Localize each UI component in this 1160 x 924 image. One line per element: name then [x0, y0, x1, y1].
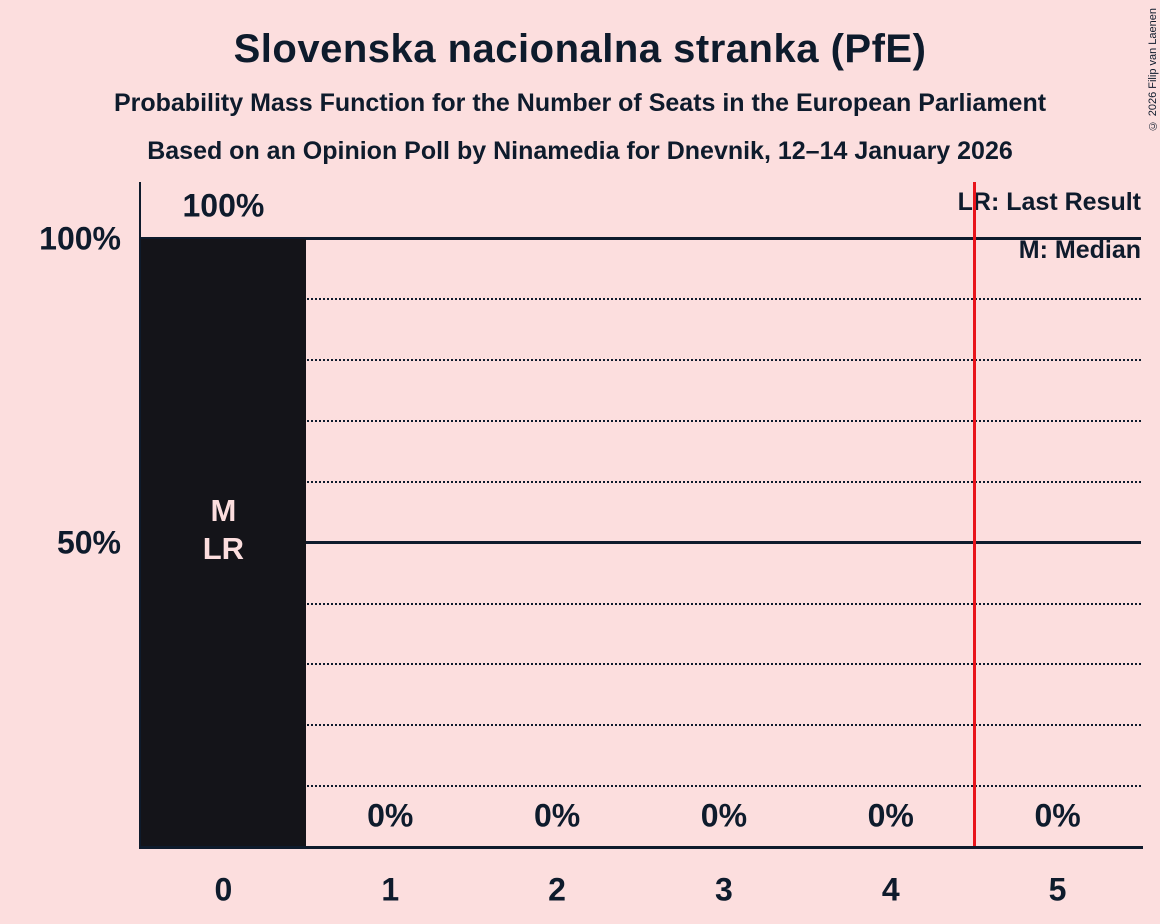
chart-subtitle: Probability Mass Function for the Number…	[113, 89, 1047, 117]
bar-value-label-3: 0%	[700, 797, 748, 834]
bar-value-label-4: 0%	[867, 797, 914, 834]
copyright-text: © 2026 Filip van Laenen	[1147, 8, 1159, 132]
y-tick-label-50: 50%	[56, 524, 121, 561]
bar-value-label-0: 100%	[182, 187, 265, 223]
legend-median-label: M: Median	[1018, 236, 1141, 264]
x-tick-label-1: 1	[381, 871, 400, 908]
x-tick-label-5: 5	[1048, 871, 1067, 908]
gridline-dotted-70	[140, 420, 1141, 423]
gridline-dotted-40	[140, 602, 1141, 605]
gridline-dotted-30	[140, 663, 1141, 666]
gridline-dotted-90	[140, 298, 1141, 301]
gridline-dotted-10	[140, 785, 1141, 788]
bar-0	[141, 238, 306, 847]
legend-last-result-label: LR: Last Result	[957, 188, 1141, 216]
gridline-dotted-80	[140, 359, 1141, 362]
chart-title: Slovenska nacionalna stranka (PfE)	[233, 27, 927, 71]
gridline-solid-50	[140, 541, 1141, 545]
gridline-dotted-60	[140, 480, 1141, 483]
x-tick-label-0: 0	[214, 871, 233, 908]
bar-value-label-5: 0%	[1034, 797, 1081, 834]
last-result-line	[972, 182, 976, 847]
chart-source-line: Based on an Opinion Poll by Ninamedia fo…	[147, 137, 1013, 165]
x-tick-label-3: 3	[715, 871, 733, 908]
x-axis-line	[138, 846, 1143, 849]
gridline-dotted-20	[140, 724, 1141, 727]
x-tick-label-4: 4	[881, 871, 900, 908]
gridline-solid-100	[140, 237, 1141, 240]
bar-value-label-1: 0%	[367, 797, 414, 834]
bar-annotation-median-last-result: M LR	[202, 493, 245, 566]
y-tick-label-100: 100%	[39, 220, 121, 256]
bar-value-label-2: 0%	[533, 797, 581, 834]
x-tick-label-2: 2	[548, 871, 566, 908]
y-axis-line	[138, 182, 141, 849]
